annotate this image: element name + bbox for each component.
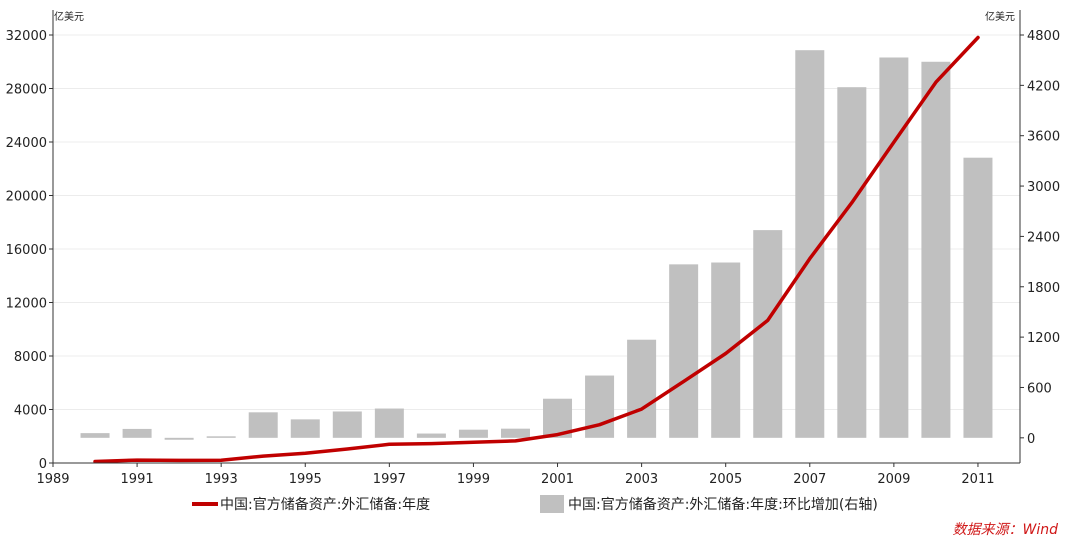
left-tick-label: 32000 xyxy=(6,29,47,44)
x-tick-label: 2009 xyxy=(877,472,910,487)
legend-bar-label: 中国:官方储备资产:外汇储备:年度:环比增加(右轴) xyxy=(568,496,878,513)
axes xyxy=(52,10,1021,464)
legend: 中国:官方储备资产:外汇储备:年度 中国:官方储备资产:外汇储备:年度:环比增加… xyxy=(192,495,878,513)
bar-1998 xyxy=(416,433,446,438)
left-tick-label: 12000 xyxy=(6,297,47,312)
left-tick-label: 4000 xyxy=(14,404,47,419)
bar-1993 xyxy=(206,436,236,438)
gridlines xyxy=(53,34,1020,410)
bar-1996 xyxy=(332,411,362,438)
x-tick-label: 1997 xyxy=(373,472,406,487)
bar-1997 xyxy=(374,408,404,438)
x-axis-ticks: 1989 1991 1993 1995 1997 1999 2001 2003 2005 2007… xyxy=(36,463,995,487)
bar-1992 xyxy=(164,437,194,440)
x-tick-label: 1999 xyxy=(457,472,490,487)
bar-2003 xyxy=(627,339,657,438)
data-source-note: 数据来源：Wind xyxy=(953,522,1059,538)
bar-1995 xyxy=(290,419,320,438)
left-axis-ticks: 0 4000 8000 12000 16000 20000 24000 28000 32000 xyxy=(6,29,53,472)
bar-2010 xyxy=(921,61,951,438)
left-tick-label: 0 xyxy=(39,457,47,472)
left-tick-label: 20000 xyxy=(6,190,47,205)
bar-1991 xyxy=(122,428,152,438)
left-axis-unit: 亿美元 xyxy=(54,10,84,23)
bar-1990 xyxy=(80,433,110,438)
line-reserves xyxy=(93,35,980,464)
left-tick-label: 28000 xyxy=(6,83,47,98)
x-tick-label: 1995 xyxy=(289,472,322,487)
x-tick-label: 1989 xyxy=(36,472,69,487)
x-tick-label: 2003 xyxy=(625,472,658,487)
x-tick-label: 2011 xyxy=(961,472,994,487)
bar-2000 xyxy=(500,428,530,438)
right-tick-label: 1800 xyxy=(1027,281,1060,296)
legend-bar-swatch xyxy=(540,495,564,513)
left-tick-label: 24000 xyxy=(6,136,47,151)
bar-2011 xyxy=(963,157,993,438)
right-tick-label: 2400 xyxy=(1027,230,1060,245)
bar-series xyxy=(80,50,993,440)
right-tick-label: 3600 xyxy=(1027,130,1060,145)
right-axis-unit: 亿美元 xyxy=(985,10,1015,23)
x-tick-label: 2007 xyxy=(793,472,826,487)
bar-2004 xyxy=(669,264,699,438)
bar-2008 xyxy=(837,87,867,438)
right-tick-label: 0 xyxy=(1027,432,1035,447)
right-axis-ticks: 0 600 1200 1800 2400 3000 3600 4200 4800 xyxy=(1020,29,1060,447)
x-tick-label: 1993 xyxy=(205,472,238,487)
bar-2009 xyxy=(879,57,909,438)
x-tick-label: 2001 xyxy=(541,472,574,487)
bar-2005 xyxy=(711,262,741,438)
bar-1999 xyxy=(458,429,488,438)
right-tick-label: 3000 xyxy=(1027,180,1060,195)
right-tick-label: 4200 xyxy=(1027,79,1060,94)
bar-2006 xyxy=(753,230,783,438)
legend-line-label: 中国:官方储备资产:外汇储备:年度 xyxy=(220,496,430,513)
right-tick-label: 4800 xyxy=(1027,29,1060,44)
bar-1994 xyxy=(248,412,278,438)
left-tick-label: 8000 xyxy=(14,350,47,365)
right-tick-label: 600 xyxy=(1027,381,1052,396)
left-tick-label: 16000 xyxy=(6,243,47,258)
x-tick-label: 2005 xyxy=(709,472,742,487)
line-series xyxy=(93,35,980,464)
right-tick-label: 1200 xyxy=(1027,331,1060,346)
x-tick-label: 1991 xyxy=(121,472,154,487)
